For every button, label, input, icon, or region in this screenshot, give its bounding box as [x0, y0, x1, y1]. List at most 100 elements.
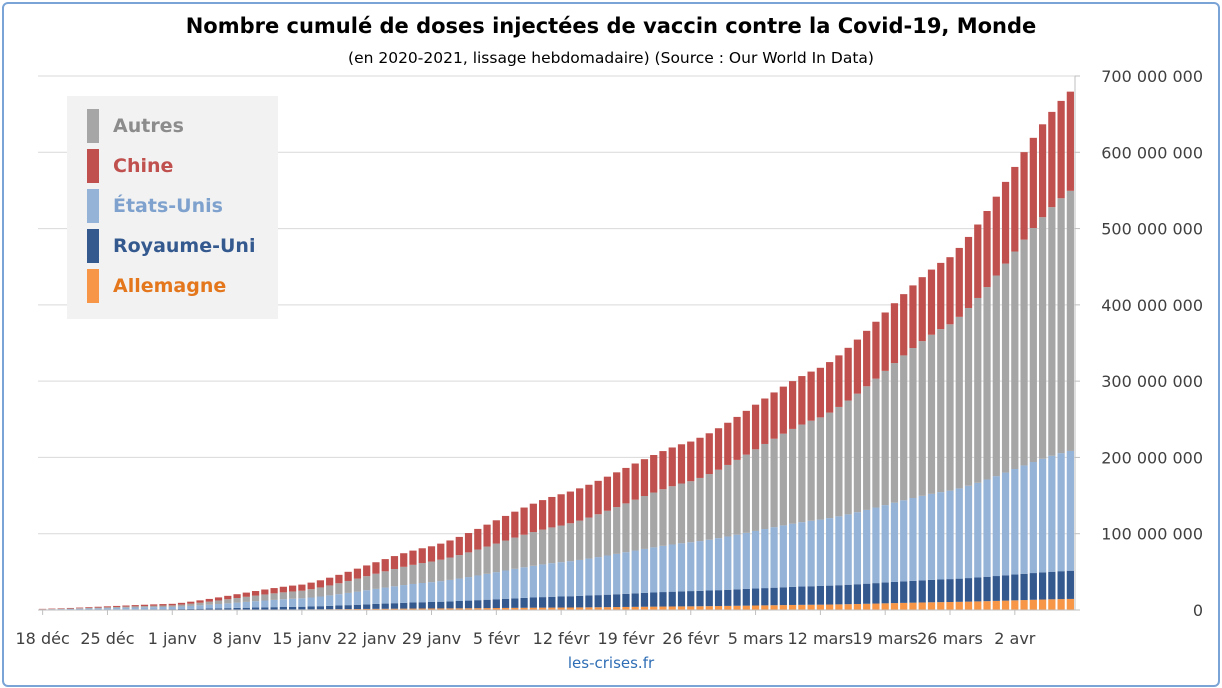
bar-royaume-uni: [696, 590, 704, 607]
bar--tats-unis: [918, 495, 926, 581]
bar-royaume-uni: [918, 580, 926, 603]
bar--tats-unis: [85, 608, 93, 610]
bar--tats-unis: [57, 609, 65, 610]
bar-autres: [835, 406, 843, 517]
bar--tats-unis: [909, 498, 917, 581]
bar-chine: [844, 347, 852, 401]
bar-royaume-uni: [853, 584, 862, 604]
bar-autres: [650, 492, 658, 548]
bar-royaume-uni: [576, 595, 584, 608]
bar-allemagne: [742, 605, 750, 610]
bar--tats-unis: [233, 602, 241, 608]
bar-royaume-uni: [613, 594, 621, 608]
bar-chine: [937, 262, 945, 330]
bar-chine: [66, 607, 75, 609]
bar-royaume-uni: [427, 601, 436, 609]
bar-royaume-uni: [566, 596, 574, 608]
bar-chine: [1011, 166, 1019, 252]
bar--tats-unis: [872, 507, 880, 584]
bar-autres: [992, 275, 1000, 477]
bar-allemagne: [650, 606, 658, 610]
bar-autres: [1029, 228, 1037, 463]
bar-autres: [520, 534, 528, 568]
x-tick-label: 8 janv: [213, 629, 262, 648]
bar-royaume-uni: [483, 599, 491, 609]
bar-chine: [955, 247, 963, 317]
x-tick-label: 25 déc: [80, 629, 134, 648]
bar--tats-unis: [1048, 455, 1056, 572]
bar-allemagne: [992, 600, 1000, 610]
bar-royaume-uni: [279, 606, 287, 610]
bar-allemagne: [576, 607, 584, 610]
bar--tats-unis: [807, 520, 815, 587]
bar-chine: [103, 606, 112, 608]
bar-allemagne: [964, 601, 973, 610]
bar-allemagne: [761, 605, 769, 610]
bar-chine: [94, 606, 102, 608]
bar-chine: [927, 269, 936, 335]
bar--tats-unis: [557, 562, 565, 597]
bar-chine: [159, 604, 167, 606]
bar-autres: [687, 481, 695, 543]
bar-chine: [520, 507, 528, 535]
bar-chine: [918, 277, 926, 342]
bar-royaume-uni: [1066, 570, 1074, 599]
bar-allemagne: [418, 608, 426, 610]
bar--tats-unis: [251, 601, 260, 608]
bar--tats-unis: [668, 544, 676, 592]
bar-royaume-uni: [548, 596, 556, 608]
legend-label-royaume-uni: Royaume-Uni: [113, 235, 256, 257]
bar--tats-unis: [631, 550, 639, 594]
bar-chine: [372, 562, 380, 574]
bar-chine: [622, 467, 630, 504]
bar-autres: [631, 499, 639, 551]
bar-allemagne: [835, 604, 843, 610]
bar-royaume-uni: [900, 581, 908, 603]
bar-chine: [418, 548, 426, 564]
bar-royaume-uni: [668, 591, 676, 607]
bar-allemagne: [1066, 598, 1074, 610]
bar-royaume-uni: [464, 600, 473, 609]
bar-royaume-uni: [788, 586, 797, 605]
x-tick-label: 22 janv: [337, 629, 396, 648]
bar-allemagne: [937, 602, 945, 610]
bar-autres: [464, 552, 473, 578]
bar-allemagne: [1029, 599, 1037, 610]
bar-royaume-uni: [1001, 575, 1010, 601]
bar-autres: [798, 424, 806, 523]
bar-chine: [779, 386, 787, 434]
bar-royaume-uni: [557, 596, 565, 608]
bar-allemagne: [788, 604, 797, 610]
bar-autres: [640, 496, 649, 549]
bar--tats-unis: [927, 493, 936, 580]
bar-autres: [742, 454, 750, 533]
bar-chine: [316, 580, 325, 588]
bar-autres: [224, 599, 232, 604]
bar-chine: [57, 608, 65, 609]
bar-royaume-uni: [214, 608, 223, 610]
bar-allemagne: [474, 608, 482, 610]
x-tick-label: 26 févr: [662, 629, 719, 648]
bar--tats-unis: [94, 608, 102, 610]
bar-royaume-uni: [446, 601, 454, 609]
bar-allemagne: [668, 606, 676, 610]
bar--tats-unis: [788, 523, 797, 587]
bar-chine: [381, 559, 389, 572]
bar-autres: [381, 571, 389, 588]
bar-allemagne: [372, 608, 380, 610]
x-tick-label: 12 févr: [533, 629, 590, 648]
bar--tats-unis: [677, 543, 686, 592]
bar-allemagne: [927, 602, 936, 610]
bar-chine: [705, 433, 713, 475]
bar-royaume-uni: [335, 605, 343, 610]
bar-royaume-uni: [381, 603, 389, 609]
bar-chine: [131, 605, 139, 607]
bar-chine: [585, 484, 593, 518]
bar--tats-unis: [798, 522, 806, 587]
bar-chine: [511, 511, 519, 538]
bar-chine: [788, 381, 797, 429]
bar--tats-unis: [1001, 472, 1010, 576]
legend-label-allemagne: Allemagne: [113, 275, 227, 297]
bar-autres: [733, 459, 741, 535]
axes: 0 100 000 000 200 000 000 300 000 000 400 00…: [16, 67, 1203, 648]
